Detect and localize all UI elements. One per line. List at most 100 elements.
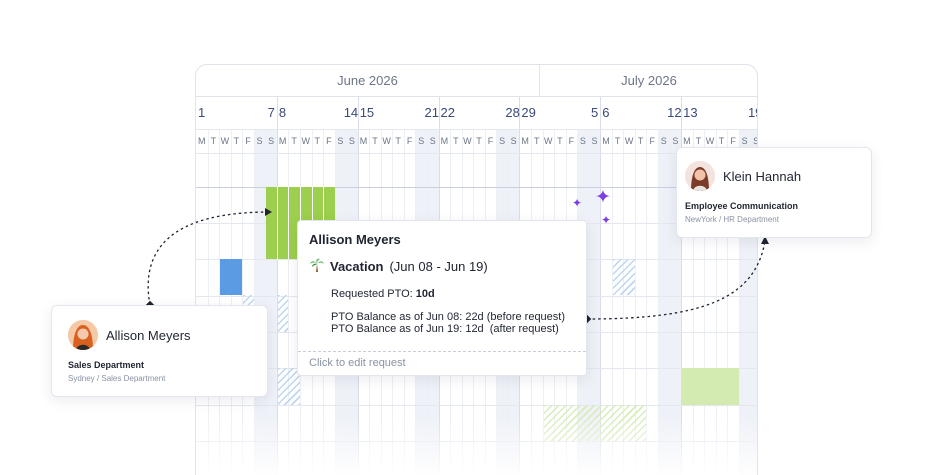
- employee-location: NewYork / HR Department: [685, 215, 779, 224]
- weekday-letter: S: [672, 136, 679, 146]
- month-header-june: June 2026: [196, 65, 539, 97]
- leave-range: (Jun 08 - Jun 19): [389, 259, 488, 274]
- row-divider: [196, 187, 757, 188]
- balance-after-text: PTO Balance as of Jun 19: 12d: [331, 323, 484, 335]
- balance-before-note: (before request): [486, 311, 566, 323]
- balance-before: PTO Balance as of Jun 08: 22d (before re…: [331, 311, 565, 323]
- weekday-letter: S: [268, 136, 275, 146]
- weekday-letter: F: [649, 136, 655, 146]
- weekday-letter: S: [579, 136, 586, 146]
- week-start-number: 8: [278, 105, 287, 120]
- weekday-letter: F: [245, 136, 251, 146]
- week-end-number: 28: [505, 105, 520, 120]
- weekday-letter: S: [337, 136, 344, 146]
- leave-type-row: Vacation (Jun 08 - Jun 19): [309, 257, 488, 276]
- weekday-letter: T: [557, 136, 563, 146]
- palm-tree-icon: [309, 257, 325, 276]
- weekday-letter: W: [705, 136, 715, 146]
- weekday-letter: W: [382, 136, 391, 146]
- employee-department: Sales Department: [68, 360, 145, 370]
- sparkle-icon: ✦: [572, 196, 583, 210]
- requested-label: Requested PTO:: [331, 288, 416, 300]
- requested-pto: Requested PTO: 10d: [331, 288, 435, 300]
- weekday-letter: S: [750, 129, 757, 153]
- weekday-letter: T: [395, 136, 401, 146]
- balance-before-text: PTO Balance as of Jun 08: 22d: [331, 311, 484, 323]
- vacation-block: [682, 368, 739, 405]
- weekday-letter: T: [718, 136, 725, 146]
- weekday-letter: S: [660, 136, 667, 146]
- avatar: [685, 161, 715, 191]
- leave-request-popup[interactable]: Allison Meyers Vacation (Jun 08 - Jun 19…: [297, 220, 587, 376]
- pto-block: [220, 259, 243, 295]
- weekday-letter: F: [568, 136, 575, 146]
- pending-block: [277, 368, 300, 405]
- day-divider: [276, 97, 278, 475]
- weekday-letter: M: [602, 136, 610, 146]
- requested-value: 10d: [415, 288, 435, 300]
- grid-fade: [196, 415, 757, 475]
- weekday-letter: W: [220, 136, 230, 146]
- week-start-number: 22: [440, 105, 456, 120]
- weekday-letter: W: [463, 136, 472, 146]
- weekday-letter: M: [440, 136, 449, 146]
- week-start-number: 29: [521, 105, 536, 120]
- avatar: [68, 320, 98, 350]
- weekday-letter: F: [326, 136, 332, 146]
- weekday-letter: M: [683, 136, 691, 146]
- weekday-letter: F: [406, 136, 413, 146]
- week-start-number: 1: [198, 105, 206, 120]
- weekday-letter: S: [418, 136, 425, 146]
- weekday-letter: M: [198, 136, 206, 146]
- weekday-letter: S: [348, 136, 355, 146]
- weekday-letter: S: [499, 136, 506, 146]
- weekday-letter: T: [476, 136, 482, 146]
- employee-card-klein[interactable]: Klein Hannah Employee Communication NewY…: [676, 147, 872, 238]
- weekday-letter: T: [533, 136, 540, 146]
- edit-request-link[interactable]: Click to edit request: [298, 351, 586, 376]
- employee-name: Allison Meyers: [106, 328, 191, 343]
- weekday-letter: T: [695, 136, 702, 146]
- weekday-letter: S: [429, 136, 436, 146]
- week-end-number: 14: [343, 105, 359, 120]
- leave-type: Vacation: [330, 259, 384, 274]
- weekday-letter: F: [487, 136, 494, 146]
- header-divider: [196, 153, 757, 154]
- weekday-letter: T: [372, 136, 378, 146]
- weekday-letter: M: [278, 136, 287, 146]
- week-end-number: 19: [747, 105, 757, 120]
- weekday-letter: T: [314, 136, 321, 146]
- balance-after: PTO Balance as of Jun 19: 12d (after req…: [331, 323, 559, 335]
- weekday-letter: W: [624, 136, 634, 146]
- week-start-number: 15: [359, 105, 375, 120]
- weekday-letter: W: [301, 136, 310, 146]
- pending-block: [277, 295, 289, 332]
- weekday-letter: T: [614, 136, 621, 146]
- weekday-letter: T: [233, 136, 240, 146]
- weekday-letter: T: [453, 136, 459, 146]
- weekday-letter: T: [637, 136, 644, 146]
- weekday-letter: M: [359, 136, 368, 146]
- header-divider: [196, 129, 757, 130]
- day-divider: [288, 129, 290, 475]
- week-end-number: 12: [667, 105, 682, 120]
- balance-after-note: (after request): [489, 323, 559, 335]
- employee-card-allison[interactable]: Allison Meyers Sales Department Sydney /…: [51, 305, 268, 397]
- weekday-letter: S: [591, 136, 598, 146]
- day-divider: [276, 187, 278, 259]
- sparkle-icon: ✦: [595, 187, 611, 208]
- day-divider: [288, 187, 290, 259]
- week-end-number: 7: [267, 105, 275, 120]
- weekday-letter: S: [741, 136, 748, 146]
- month-header-july: July 2026: [539, 65, 757, 97]
- week-start-number: 6: [602, 105, 610, 120]
- employee-department: Employee Communication: [685, 201, 799, 211]
- row-divider: [196, 405, 757, 406]
- employee-name: Klein Hannah: [723, 169, 802, 184]
- weekday-letter: T: [291, 136, 297, 146]
- weekday-letter: W: [544, 136, 553, 146]
- employee-location: Sydney / Sales Department: [68, 374, 166, 383]
- week-start-number: 13: [683, 105, 698, 120]
- popup-employee-name: Allison Meyers: [309, 232, 401, 247]
- pending-block: [612, 259, 635, 295]
